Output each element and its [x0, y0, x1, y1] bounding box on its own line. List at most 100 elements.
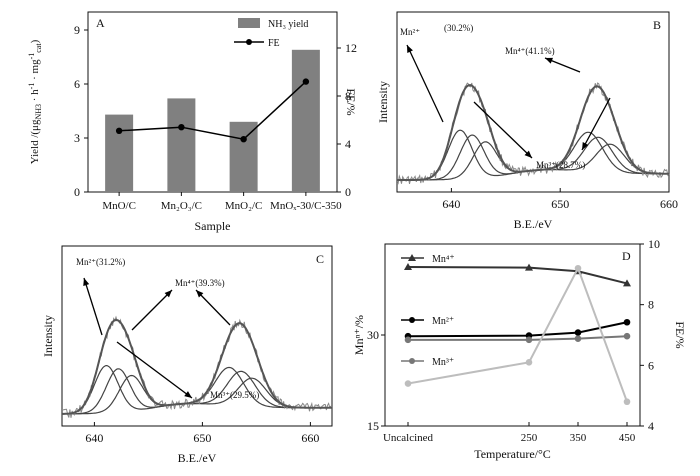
y-axis-label: Intensity	[41, 315, 55, 357]
legend-marker	[408, 254, 416, 261]
panel-label: A	[96, 16, 105, 30]
fitted-envelope	[62, 318, 332, 415]
fe-point	[302, 78, 310, 85]
bar-nh3-yield	[291, 49, 320, 192]
x-axis-label: B.E./eV	[178, 451, 217, 465]
panel-label: C	[316, 252, 324, 266]
annotation-arrow-head	[83, 278, 90, 286]
series-marker	[623, 279, 631, 287]
y-tick-label: 3	[74, 131, 80, 145]
x-tick-label: Uncalcined	[383, 432, 434, 444]
panel-b: B 640 650 660 Intensity B.E./eV Mn²⁺ (30.2%) Mn⁴…	[376, 11, 678, 231]
raw-spectrum	[61, 315, 333, 418]
x-tick-label: MnOₓ-30/C-350	[270, 200, 342, 212]
annotation-arrow-line	[131, 289, 173, 331]
series-marker	[574, 264, 582, 272]
x-tick-label: 250	[521, 432, 538, 444]
x-tick-label: 660	[660, 197, 678, 211]
y-tick-label: 0	[74, 185, 80, 199]
y-tick-label: 15	[367, 419, 379, 433]
fe-point	[115, 127, 123, 134]
y-tick-label: 6	[74, 77, 80, 91]
y2-axis-label: FE/%	[344, 88, 358, 115]
annotation-arrow-line	[116, 341, 193, 399]
x-axis-label: B.E./eV	[514, 217, 553, 231]
annotation-arrow-line	[581, 97, 611, 151]
y-axis-label: Mnⁿ⁺/%	[352, 315, 366, 355]
annotation-arrow-head	[407, 45, 413, 53]
legend-label: Mn³⁺	[432, 357, 454, 368]
x-tick-label: 660	[301, 431, 319, 445]
panel-label: D	[622, 249, 631, 263]
y2-tick-label: 0	[345, 185, 351, 199]
plot-frame	[61, 245, 333, 427]
x-tick-label: 650	[193, 431, 211, 445]
annotation-arrow-line	[195, 289, 231, 326]
annotation-mn2-percent: (30.2%)	[444, 23, 473, 33]
series-marker	[525, 263, 533, 271]
annotation-arrow-line	[473, 101, 533, 159]
bar-nh3-yield	[167, 98, 196, 192]
y2-tick-label: 6	[648, 358, 654, 372]
x-axis-label: Sample	[195, 219, 231, 233]
fe-point	[178, 124, 185, 131]
component-peak	[397, 141, 669, 181]
annotation-arrow-head	[582, 142, 589, 150]
legend-nh3-yield: NH₃ yield	[268, 19, 308, 30]
y-tick-label: 9	[74, 23, 80, 37]
series-marker	[574, 335, 582, 342]
x-tick-label: 640	[85, 431, 103, 445]
annotation-arrow-head	[164, 290, 172, 298]
legend-marker	[409, 317, 415, 323]
x-axis-label: Temperature/°C	[474, 447, 551, 461]
fe-point	[240, 136, 247, 143]
panel-c: C 640 650 660 Intensity B.E./eV Mn²⁺(31.2%) Mn⁴…	[41, 245, 333, 465]
annotation-arrow-head	[196, 290, 204, 298]
x-tick-label: MnO₂/C	[225, 200, 262, 212]
panel-label: B	[653, 18, 661, 32]
series-line	[407, 265, 628, 403]
series-marker	[574, 329, 582, 336]
y2-tick-label: 4	[345, 137, 351, 151]
y-axis-label: Yield /(μgNH3 · h-1 · mg-1cat)	[27, 39, 43, 164]
series-marker	[623, 398, 631, 406]
annotation-mn3: Mn³⁺(28.7%)	[536, 160, 585, 170]
series-marker	[525, 359, 533, 366]
legend-fe: FE	[268, 38, 280, 49]
annotation-arrow-head	[524, 150, 532, 158]
fe-line	[119, 81, 307, 141]
plot-frame	[396, 11, 670, 193]
series-line	[407, 266, 628, 285]
annotation-arrow-line	[406, 44, 444, 123]
panel-d: D 15 30 4 6 8 10 Uncalcined 250 350 450 Mn⁴⁺ Mn²⁺ Mn³…	[352, 237, 687, 461]
legend-label: Mn²⁺	[432, 316, 454, 327]
bar-nh3-yield	[229, 121, 258, 192]
bar-nh3-yield	[105, 114, 134, 192]
x-tick-label: MnO/C	[102, 200, 136, 212]
y2-tick-label: 12	[345, 41, 357, 55]
annotation-mn4: Mn⁴⁺(39.3%)	[175, 278, 225, 288]
series-marker	[404, 263, 412, 271]
legend-marker	[409, 358, 415, 364]
series-marker	[404, 380, 412, 387]
y2-tick-label: 8	[648, 298, 654, 312]
fitted-envelope	[397, 84, 669, 181]
annotation-mn2: Mn²⁺(31.2%)	[76, 257, 125, 267]
annotation-arrow-line	[83, 277, 103, 336]
annotation-arrow-head	[545, 57, 553, 64]
y-axis-label: Intensity	[376, 81, 390, 123]
legend-fe-marker	[246, 39, 252, 45]
annotation-mn2: Mn²⁺	[400, 27, 420, 37]
series-marker	[623, 318, 631, 326]
series-marker	[525, 336, 533, 344]
x-tick-label: 640	[442, 197, 460, 211]
annotation-mn4: Mn⁴⁺(41.1%)	[505, 46, 555, 56]
annotation-arrow-head	[184, 391, 192, 398]
x-tick-label: 450	[619, 432, 636, 444]
legend-label: Mn⁴⁺	[432, 254, 455, 265]
y2-tick-label: 10	[648, 237, 660, 251]
y2-tick-label: 8	[345, 89, 351, 103]
series-marker	[404, 336, 412, 344]
plot-frame	[87, 11, 338, 193]
y2-tick-label: 4	[648, 419, 654, 433]
